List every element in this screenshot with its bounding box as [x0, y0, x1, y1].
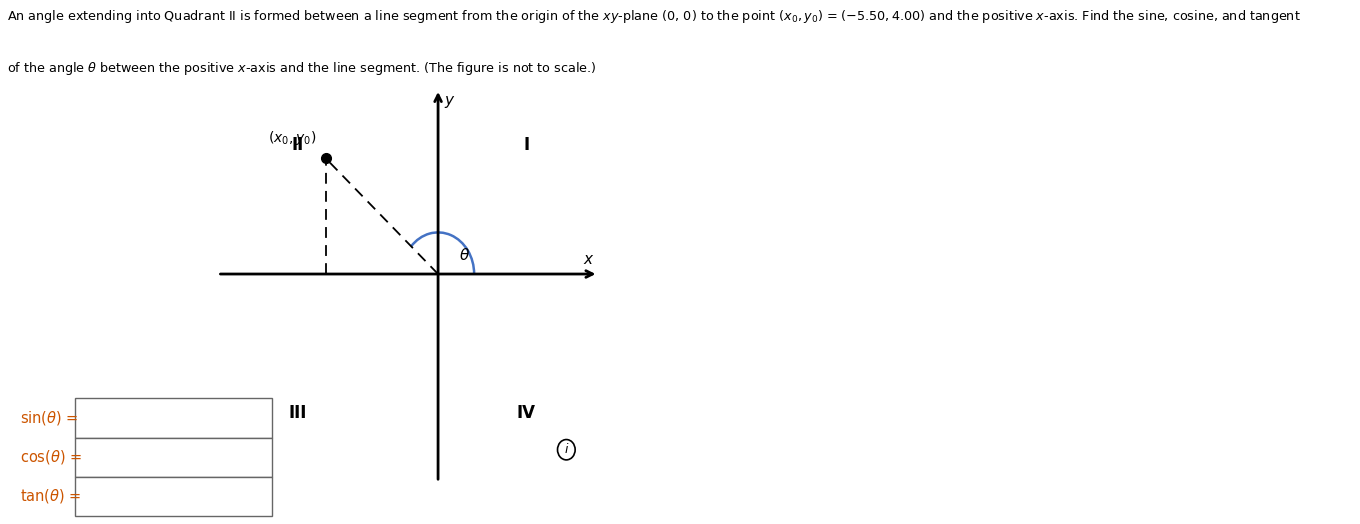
Text: IV: IV — [517, 403, 536, 422]
Text: III: III — [288, 403, 307, 422]
Text: $\cos(\theta)$ =: $\cos(\theta)$ = — [20, 448, 84, 466]
Text: An angle extending into Quadrant II is formed between a line segment from the or: An angle extending into Quadrant II is f… — [7, 8, 1300, 25]
Text: I: I — [524, 136, 529, 154]
Text: $\tan(\theta)$ =: $\tan(\theta)$ = — [20, 487, 83, 506]
Text: $\sin(\theta)$ =: $\sin(\theta)$ = — [20, 409, 80, 427]
Text: $x$: $x$ — [583, 252, 594, 267]
Text: II: II — [291, 136, 303, 154]
Text: $(x_0, y_0)$: $(x_0, y_0)$ — [268, 129, 316, 147]
Text: $\theta$: $\theta$ — [458, 247, 469, 263]
Text: i: i — [564, 443, 568, 456]
Text: of the angle $\theta$ between the positive $x$-axis and the line segment. (The f: of the angle $\theta$ between the positi… — [7, 60, 596, 77]
Text: $y$: $y$ — [445, 94, 456, 110]
